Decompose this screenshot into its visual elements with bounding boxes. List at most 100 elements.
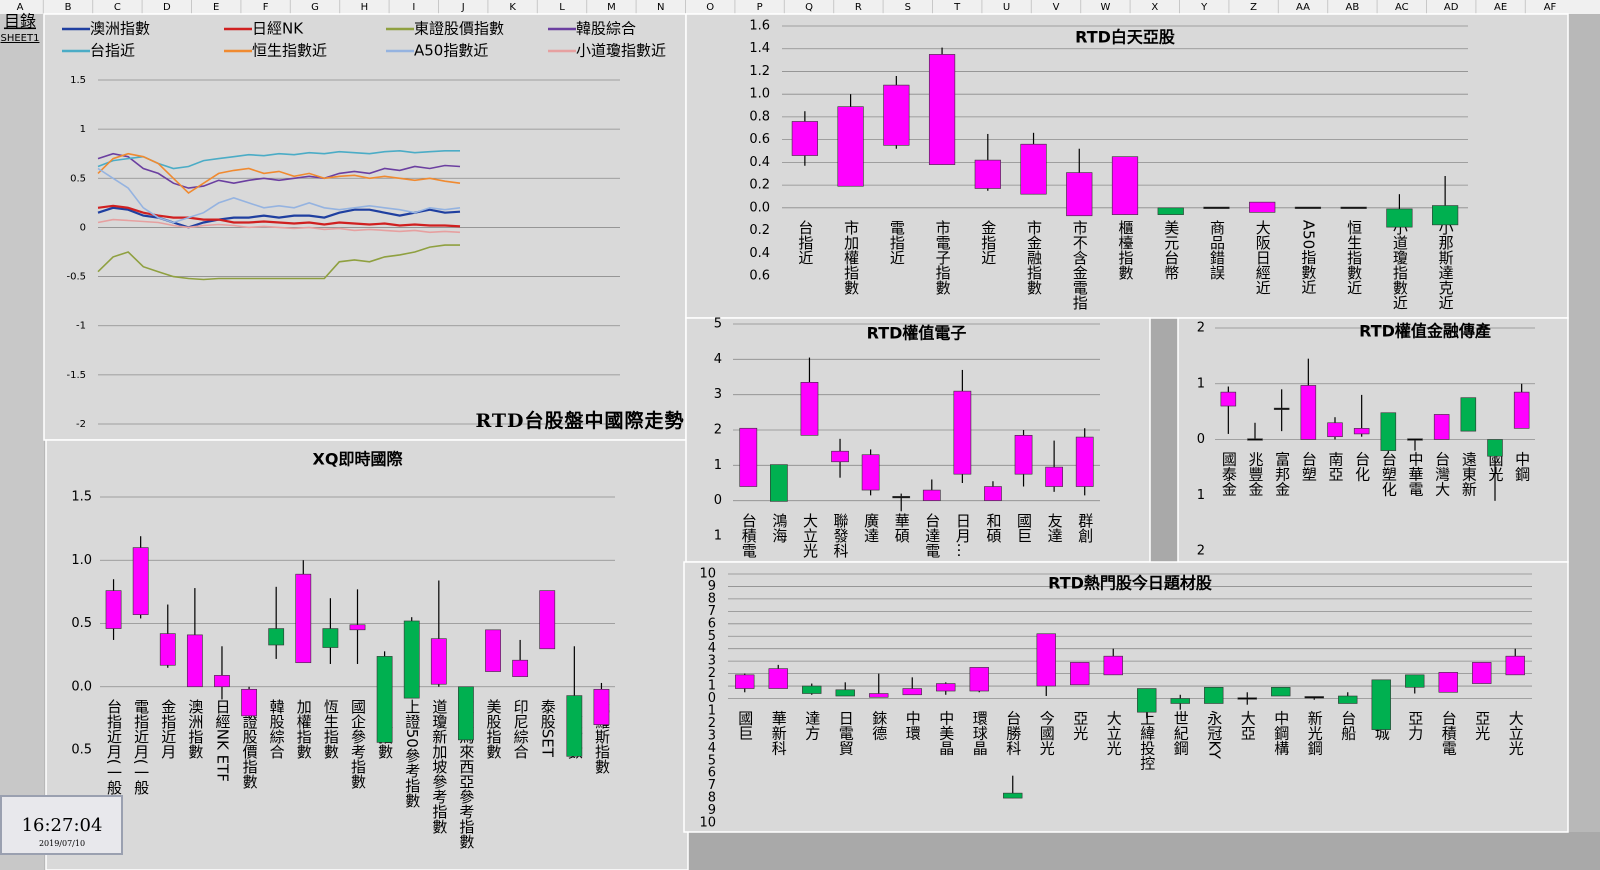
y-tick-label: 0.0 [71,679,92,694]
column-header[interactable]: P [757,2,763,13]
category-label: 台積電 [740,513,758,558]
column-header[interactable]: Q [805,2,813,13]
candle-body [1111,156,1139,215]
candle-body [566,695,583,757]
category-label: 兆豐金 [1247,452,1265,497]
column-header[interactable]: N [657,2,664,13]
column-header[interactable]: AB [1346,2,1360,13]
column-header[interactable]: Z [1250,2,1257,13]
y-tick-label: 3 [708,654,716,669]
candle-body [1036,633,1056,687]
candle-body [376,656,393,743]
y-tick-label: 0 [80,222,86,233]
y-tick-label: 0 [714,493,722,508]
category-label: 日月… [954,513,972,558]
category-label: 今國光 [1038,711,1056,757]
category-label: 市加權指數 [842,220,860,295]
y-tick-label: 2 [1197,544,1205,559]
column-header[interactable]: A [17,2,24,13]
candle-body [403,620,420,699]
category-label: 台積電 [1440,711,1458,756]
column-header[interactable]: U [1003,2,1010,13]
category-label: 市金融指數 [1025,220,1043,295]
candle-body [1438,672,1458,693]
column-header[interactable]: O [706,2,714,13]
y-tick-label: 2 [714,423,722,438]
candle-body [485,629,501,672]
column-header[interactable]: F [263,2,269,13]
category-label: A50指數近 [1299,220,1317,295]
column-header[interactable]: J [461,2,465,13]
column-header[interactable]: G [311,2,319,13]
category-label: 廣達 [862,513,880,543]
candle-body [969,667,989,692]
column-header[interactable]: AF [1544,2,1557,13]
column-header[interactable]: D [163,2,171,13]
column-header[interactable]: V [1053,2,1060,13]
legend-label: 小道瓊指數近 [576,42,666,60]
category-label: 台船 [1339,711,1357,742]
category-label: 國企參考指數 [349,699,367,789]
column-header[interactable]: E [213,2,219,13]
y-tick-label: 0.5 [71,743,92,758]
sheet-link[interactable]: 目錄 [4,12,36,31]
column-header[interactable]: B [65,2,72,13]
candle-body [1070,662,1090,686]
category-label: 大阪日經近 [1254,220,1272,295]
column-header[interactable]: K [509,2,516,13]
column-header[interactable]: H [361,2,369,13]
y-tick-label: 5 [714,317,722,332]
category-label: 泰股SET [539,699,557,758]
category-label: 富邦金 [1273,451,1291,497]
y-tick-label: 4 [708,741,716,756]
category-label: 日經NK ETF [213,699,231,782]
candle-body [883,84,910,146]
column-header[interactable]: T [953,2,961,13]
candle-body [1003,792,1023,799]
category-label: 韓股綜合 [268,699,286,759]
candle-body [892,496,911,499]
column-header[interactable]: S [905,2,911,13]
column-header[interactable]: Y [1200,2,1208,13]
category-label: 華碩 [893,513,911,543]
column-header[interactable]: AD [1444,2,1459,13]
column-header[interactable]: X [1151,2,1158,13]
column-header[interactable]: R [855,2,862,13]
series-line [97,152,461,195]
category-label: 台勝科 [1004,711,1022,756]
candle-body [902,688,922,696]
column-header[interactable]: AE [1494,2,1507,13]
clock-time: 16:27:04 [22,815,103,836]
candle-body [953,390,972,475]
candle-body [539,590,556,650]
column-header[interactable]: C [114,2,121,13]
column-header[interactable]: M [607,2,616,13]
category-label: 國泰金 [1220,452,1238,497]
column-header[interactable]: AA [1296,2,1310,13]
sheet-link[interactable]: SHEET1 [1,33,40,44]
candle-body [1380,412,1397,451]
category-label: 永冠KY [1205,711,1223,760]
column-header[interactable]: L [559,2,565,13]
category-label: 群創 [1076,513,1094,544]
category-label: 大亞 [1239,711,1257,741]
column-header[interactable]: I [412,2,415,13]
candle-body [1353,428,1370,435]
y-tick-label: 1 [80,124,86,135]
chart-panel [45,439,689,870]
category-label: 環球晶 [971,711,989,756]
category-label: 美元台幣 [1162,220,1180,280]
category-label: 中鋼 [1513,452,1531,482]
column-header[interactable]: AC [1395,2,1409,13]
candle-body [861,454,880,491]
bottom-gap [684,832,1600,870]
category-label: 中鋼構 [1272,711,1290,756]
column-header[interactable]: W [1100,2,1110,13]
candle-body [349,624,366,631]
candle-body [1472,662,1492,684]
candle-body [928,54,956,165]
candle-body [922,489,941,501]
y-tick-label: 0 [708,691,716,706]
category-label: 大立光 [801,513,819,559]
cell-gap [1150,318,1178,562]
